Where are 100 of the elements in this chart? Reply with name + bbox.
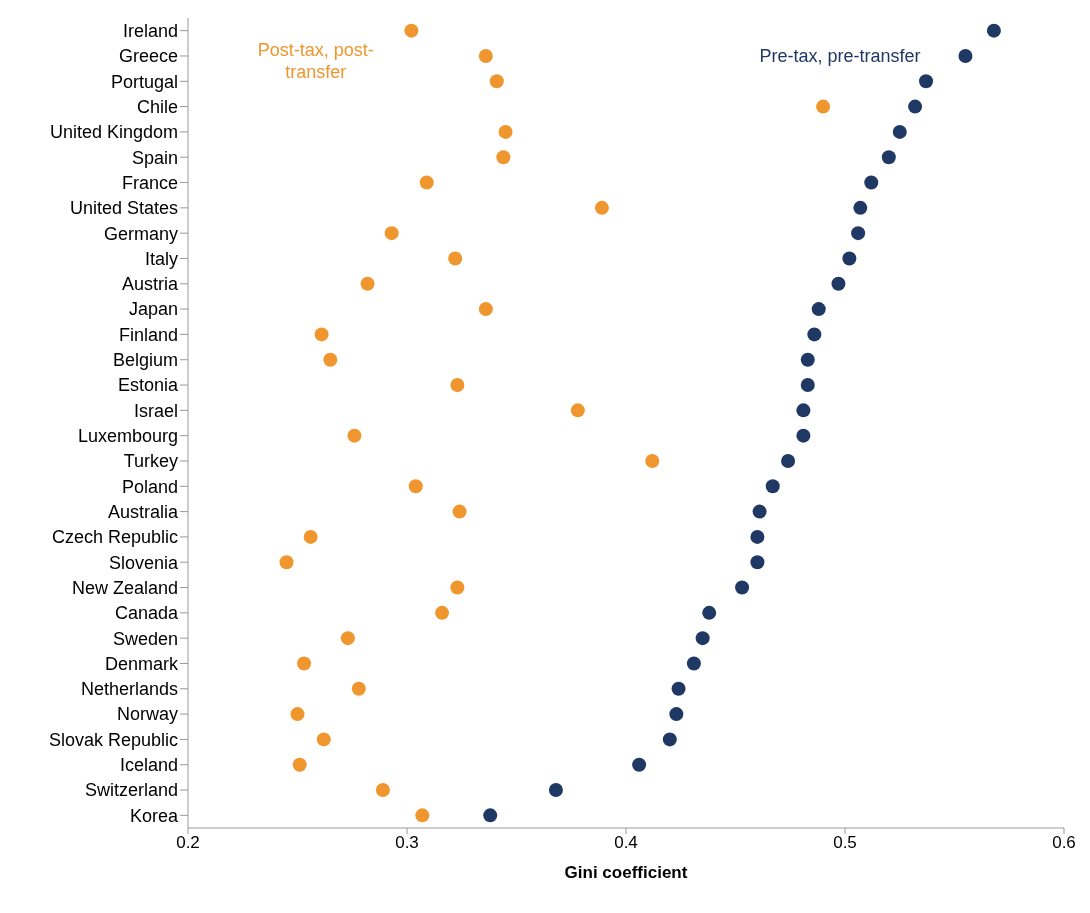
point xyxy=(303,529,318,544)
point xyxy=(881,150,896,165)
point xyxy=(419,175,434,190)
point xyxy=(478,48,493,63)
point xyxy=(314,327,329,342)
point xyxy=(292,757,307,772)
point xyxy=(483,808,498,823)
y-tick-label: Finland xyxy=(118,324,178,345)
y-tick-label: United States xyxy=(69,198,178,219)
point xyxy=(316,732,331,747)
y-tick-label: Chile xyxy=(136,96,178,117)
point xyxy=(498,124,513,139)
point xyxy=(548,783,563,798)
point xyxy=(908,99,923,114)
y-tick-label: Iceland xyxy=(119,755,178,776)
point xyxy=(351,681,366,696)
y-tick-label: Italy xyxy=(144,248,178,269)
y-tick-label: Ireland xyxy=(122,21,178,42)
y-tick-label: Turkey xyxy=(123,451,178,472)
y-tick-label: Luxembourg xyxy=(77,426,178,447)
point xyxy=(669,707,684,722)
point xyxy=(594,200,609,215)
point xyxy=(384,226,399,241)
point xyxy=(645,453,660,468)
y-tick-label: Switzerland xyxy=(84,780,178,801)
x-tick-label: 0.5 xyxy=(833,833,857,853)
y-tick-label: Japan xyxy=(128,299,178,320)
y-tick-label: Sweden xyxy=(112,628,178,649)
point xyxy=(958,48,973,63)
x-tick-label: 0.4 xyxy=(614,833,638,853)
y-tick-label: Belgium xyxy=(112,350,178,371)
point xyxy=(452,504,467,519)
point xyxy=(811,302,826,317)
x-tick-label: 0.3 xyxy=(395,833,419,853)
point xyxy=(671,681,686,696)
point xyxy=(864,175,879,190)
point xyxy=(435,605,450,620)
y-tick-label: Germany xyxy=(103,223,178,244)
point xyxy=(851,226,866,241)
point xyxy=(800,352,815,367)
point xyxy=(750,555,765,570)
x-tick-label: 0.2 xyxy=(176,833,200,853)
point xyxy=(448,251,463,266)
point xyxy=(919,74,934,89)
point xyxy=(816,99,831,114)
x-tick-label: 0.6 xyxy=(1052,833,1076,853)
point xyxy=(489,74,504,89)
point xyxy=(781,453,796,468)
point xyxy=(290,707,305,722)
point xyxy=(375,783,390,798)
point xyxy=(986,23,1001,38)
y-tick-label: Denmark xyxy=(104,653,179,674)
point xyxy=(297,656,312,671)
point xyxy=(702,605,717,620)
point xyxy=(695,631,710,646)
point xyxy=(323,352,338,367)
point xyxy=(347,428,362,443)
point xyxy=(279,555,294,570)
point xyxy=(853,200,868,215)
point xyxy=(632,757,647,772)
y-tick-label: Estonia xyxy=(117,375,179,396)
y-tick-label: Israel xyxy=(133,400,178,421)
y-tick-label: Norway xyxy=(116,704,178,725)
point xyxy=(752,504,767,519)
y-tick-label: Greece xyxy=(118,46,178,67)
point xyxy=(404,23,419,38)
y-tick-label: Netherlands xyxy=(80,679,178,700)
series-label: Pre-tax, pre-transfer xyxy=(759,45,921,66)
point xyxy=(496,150,511,165)
point xyxy=(750,529,765,544)
point xyxy=(796,428,811,443)
y-tick-label: Czech Republic xyxy=(51,527,178,548)
x-axis-title: Gini coefficient xyxy=(564,863,688,882)
y-tick-label: United Kingdom xyxy=(49,122,178,143)
y-tick-label: Portugal xyxy=(110,71,178,92)
point xyxy=(478,302,493,317)
point xyxy=(450,378,465,393)
point xyxy=(842,251,857,266)
series-label: Post-tax, post-transfer xyxy=(257,39,374,82)
y-tick-label: Australia xyxy=(107,501,179,522)
point xyxy=(800,378,815,393)
y-tick-label: New Zealand xyxy=(71,577,178,598)
y-tick-label: Canada xyxy=(114,603,179,624)
point xyxy=(662,732,677,747)
point xyxy=(570,403,585,418)
point xyxy=(831,276,846,291)
point xyxy=(796,403,811,418)
point xyxy=(892,124,907,139)
y-tick-label: Slovak Republic xyxy=(48,729,178,750)
y-tick-label: Poland xyxy=(121,476,178,497)
point xyxy=(450,580,465,595)
point xyxy=(408,479,423,494)
point xyxy=(686,656,701,671)
point xyxy=(415,808,430,823)
y-tick-label: Austria xyxy=(121,274,179,295)
point xyxy=(807,327,822,342)
y-tick-label: France xyxy=(121,172,178,193)
point xyxy=(735,580,750,595)
y-tick-label: Korea xyxy=(129,805,179,826)
point xyxy=(340,631,355,646)
